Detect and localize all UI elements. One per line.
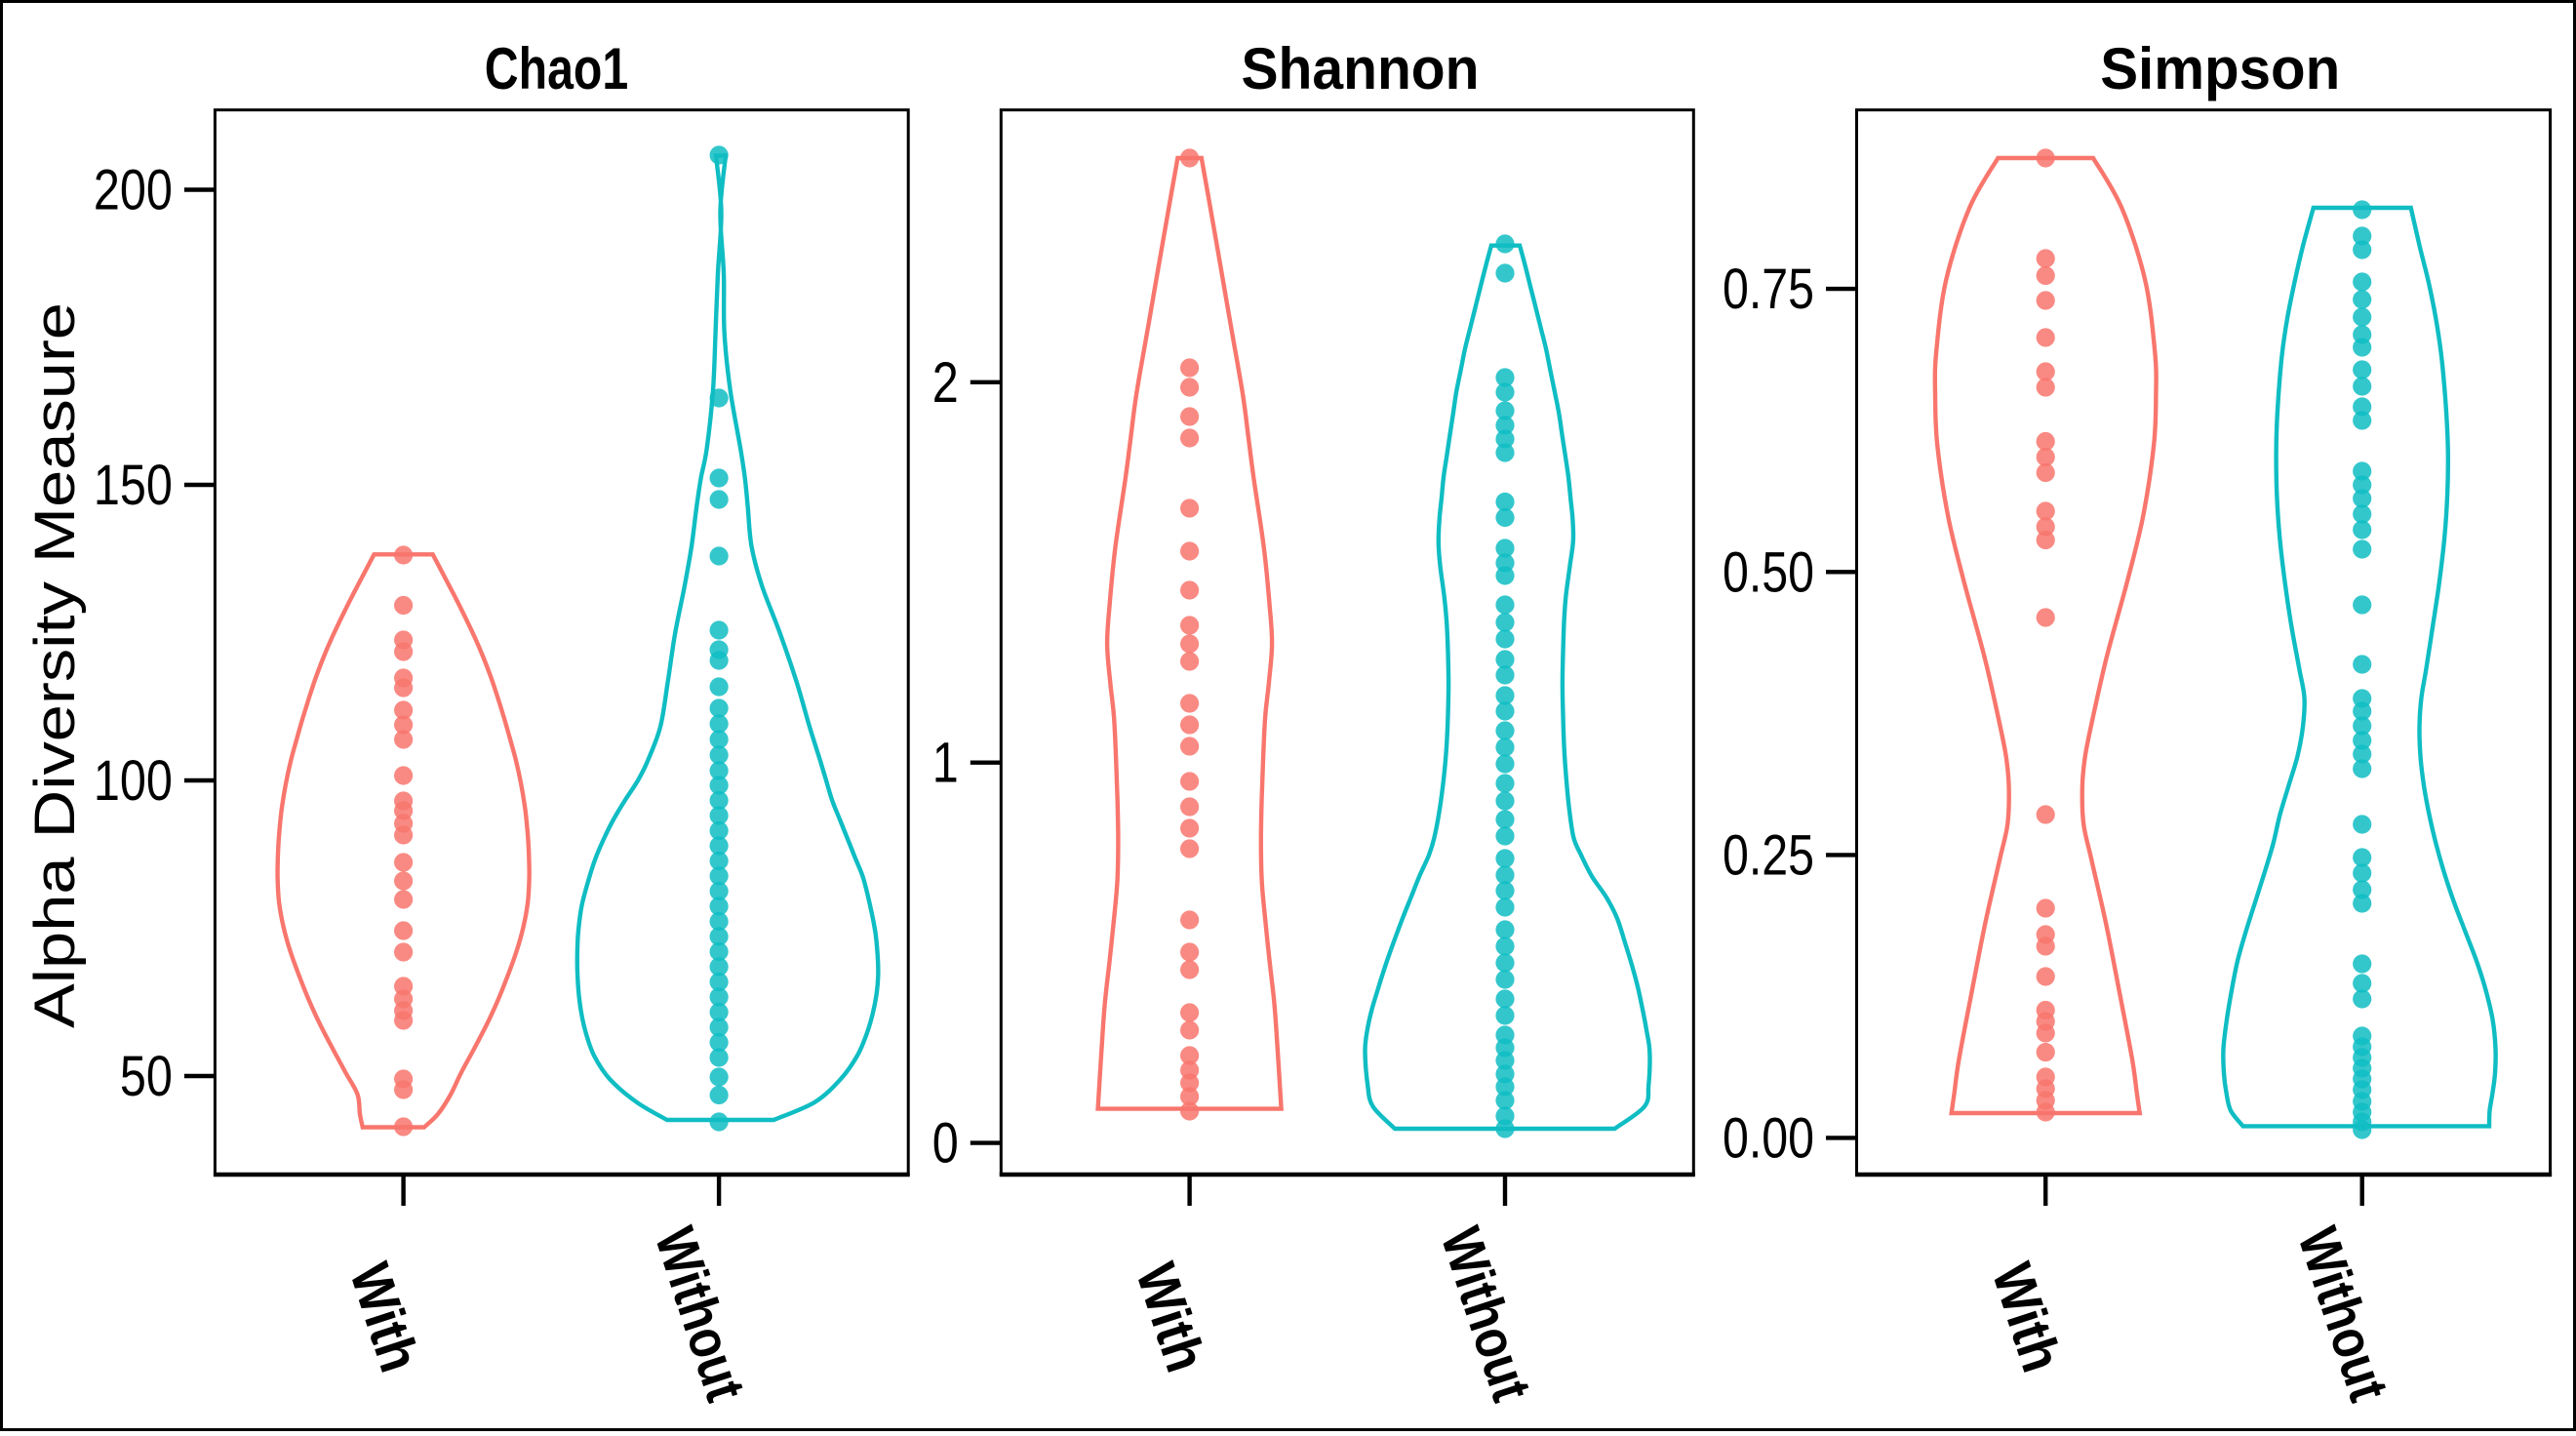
svg-text:0.75: 0.75: [1723, 258, 1814, 321]
svg-text:Chao1: Chao1: [485, 36, 629, 101]
svg-text:0: 0: [932, 1112, 959, 1176]
svg-text:Shannon: Shannon: [1242, 36, 1480, 101]
svg-text:100: 100: [94, 749, 173, 813]
svg-text:1: 1: [932, 732, 959, 795]
svg-text:0.00: 0.00: [1723, 1106, 1814, 1170]
svg-text:50: 50: [120, 1045, 173, 1108]
svg-text:200: 200: [94, 159, 173, 222]
svg-text:0.25: 0.25: [1723, 823, 1814, 887]
svg-text:2: 2: [932, 351, 959, 415]
svg-text:0.50: 0.50: [1723, 540, 1814, 604]
svg-text:Alpha Diversity Measure: Alpha Diversity Measure: [23, 302, 87, 1028]
svg-text:Simpson: Simpson: [2100, 36, 2340, 101]
svg-text:150: 150: [94, 454, 173, 517]
